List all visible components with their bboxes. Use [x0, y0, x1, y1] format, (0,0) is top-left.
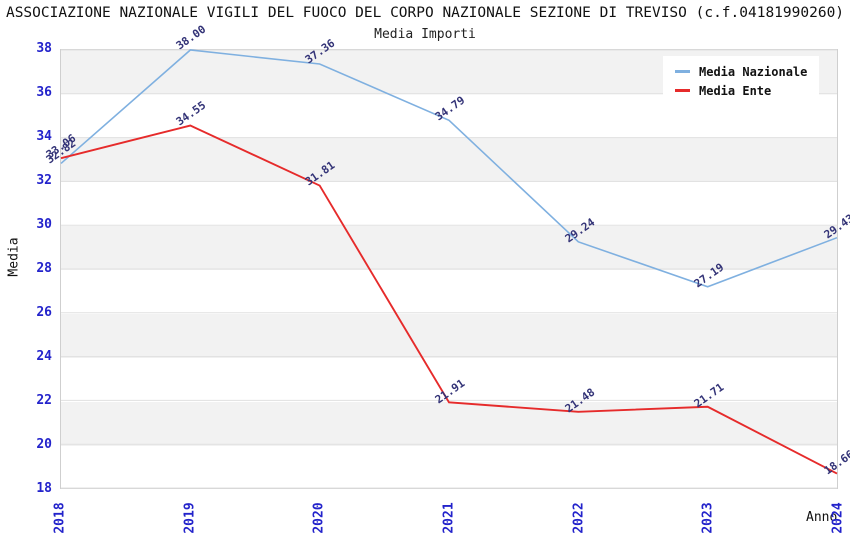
y-tick-label: 26	[36, 305, 52, 320]
legend-line-swatch	[675, 70, 690, 73]
y-tick-label: 36	[36, 85, 52, 100]
y-tick-label: 20	[36, 437, 52, 452]
y-tick-label: 18	[36, 481, 52, 496]
legend-label: Media Nazionale	[699, 64, 808, 79]
y-tick-label: 38	[36, 41, 52, 56]
page-title: ASSOCIAZIONE NAZIONALE VIGILI DEL FUOCO …	[5, 5, 845, 21]
y-tick-label: 34	[36, 129, 52, 144]
legend-label: Media Ente	[699, 83, 772, 98]
y-tick-label: 28	[36, 261, 52, 276]
x-tick-label: 2018	[52, 502, 68, 534]
x-tick-label: 2021	[441, 502, 457, 534]
x-tick-label: 2022	[571, 502, 587, 534]
x-tick-label: 2024	[830, 502, 846, 534]
legend-item: Media Nazionale	[675, 62, 807, 81]
x-tick-label: 2019	[182, 502, 198, 534]
x-axis-title: Anno	[806, 510, 838, 525]
legend: Media Nazionale Media Ente	[663, 56, 820, 108]
chart-title: Media Importi	[374, 27, 476, 42]
y-tick-label: 24	[36, 349, 52, 364]
x-tick-label: 2023	[700, 502, 716, 534]
legend-item: Media Ente	[675, 81, 807, 100]
x-tick-label: 2020	[311, 502, 327, 534]
y-tick-label: 32	[36, 173, 52, 188]
y-tick-label: 30	[36, 217, 52, 232]
series-line-0	[60, 49, 838, 288]
series-line-1	[60, 124, 838, 475]
plot-area: 32.82 38.00 37.36 34.79 29.24 27.19 29.43 33.06…	[44, 23, 850, 489]
y-tick-label: 22	[36, 393, 52, 408]
legend-line-swatch	[675, 89, 690, 92]
